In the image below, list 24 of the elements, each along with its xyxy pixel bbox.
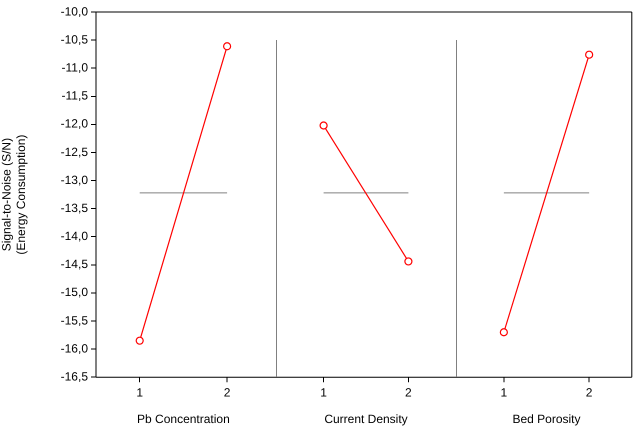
x-axis-title: Pb Concentration: [137, 412, 230, 426]
x-tick-label: 1: [500, 386, 508, 400]
y-tick-label: -11,5: [62, 88, 88, 103]
y-tick-label: -11,0: [62, 60, 88, 74]
y-tick-label: -12,5: [60, 144, 88, 159]
y-tick-label: -15,5: [60, 313, 88, 328]
x-tick-label: 1: [136, 386, 144, 400]
y-tick-label: -15,0: [60, 285, 88, 300]
x-axis-title: Current Density: [324, 412, 408, 426]
x-tick-label: 2: [405, 386, 412, 400]
x-tick-label: 2: [224, 386, 231, 400]
y-tick-label: -13,0: [60, 172, 88, 187]
x-tick-label: 2: [586, 386, 593, 400]
y-axis-title: Signal-to-Noise (S/N) (Energy Consumption): [0, 134, 28, 255]
y-tick-label: -10,5: [60, 32, 88, 46]
y-tick-label: -12,0: [60, 116, 88, 131]
y-tick-label: -14,0: [60, 229, 88, 244]
y-tick-label: -13,5: [60, 200, 88, 215]
y-tick-label: -10,0: [60, 4, 88, 18]
y-tick-label: -16,5: [60, 370, 88, 384]
x-axis-title: Bed Porosity: [512, 412, 581, 426]
y-tick-label: -16,0: [60, 341, 88, 356]
x-tick-label: 1: [320, 386, 328, 400]
y-tick-label: -14,5: [60, 257, 88, 272]
